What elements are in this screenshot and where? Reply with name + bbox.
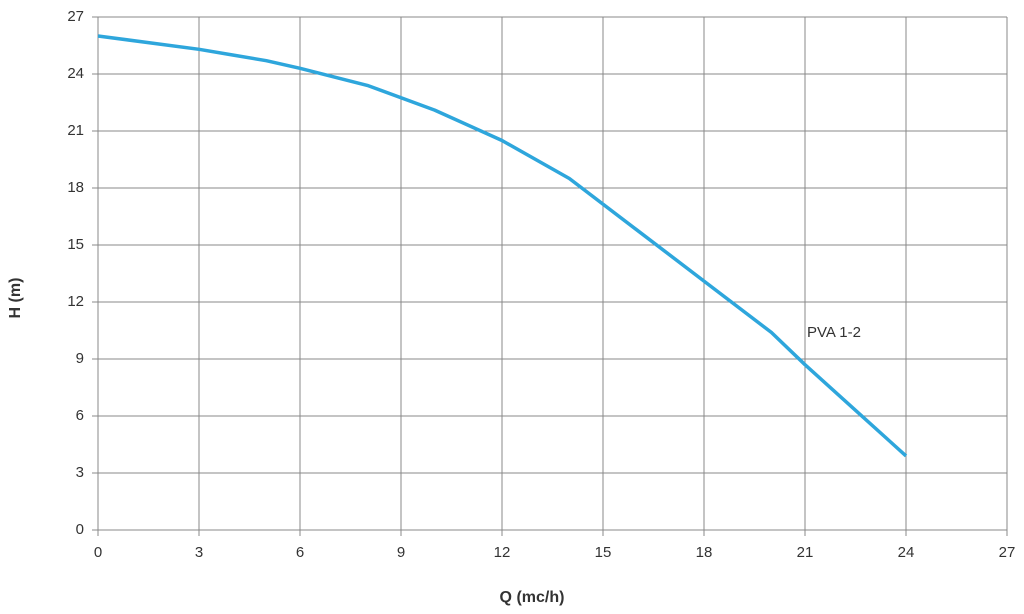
- y-tick-label: 21: [67, 122, 84, 139]
- y-tick-label: 6: [76, 407, 84, 424]
- series-line: [97, 34, 908, 458]
- y-tick-label: 9: [76, 350, 84, 367]
- x-tick-label: 24: [898, 544, 915, 561]
- x-tick-label: 15: [595, 544, 612, 561]
- y-tick-label: 0: [76, 521, 84, 538]
- x-tick-label: 21: [797, 544, 814, 561]
- x-tick-label: 12: [494, 544, 511, 561]
- x-axis-title: Q (mc/h): [500, 589, 565, 606]
- x-tick-label: 3: [195, 544, 203, 561]
- series-label: PVA 1-2: [807, 324, 861, 341]
- y-tick-label: 3: [76, 464, 84, 481]
- y-tick-label: 27: [67, 8, 84, 25]
- x-tick-label: 18: [696, 544, 713, 561]
- y-tick-label: 18: [67, 179, 84, 196]
- y-tick-label: 15: [67, 236, 84, 253]
- y-tick-label: 24: [67, 65, 84, 82]
- x-tick-label: 6: [296, 544, 304, 561]
- x-tick-label: 27: [999, 544, 1016, 561]
- x-tick-label: 0: [94, 544, 102, 561]
- x-tick-label: 9: [397, 544, 405, 561]
- y-axis-title: H (m): [7, 278, 24, 319]
- y-tick-label: 12: [67, 293, 84, 310]
